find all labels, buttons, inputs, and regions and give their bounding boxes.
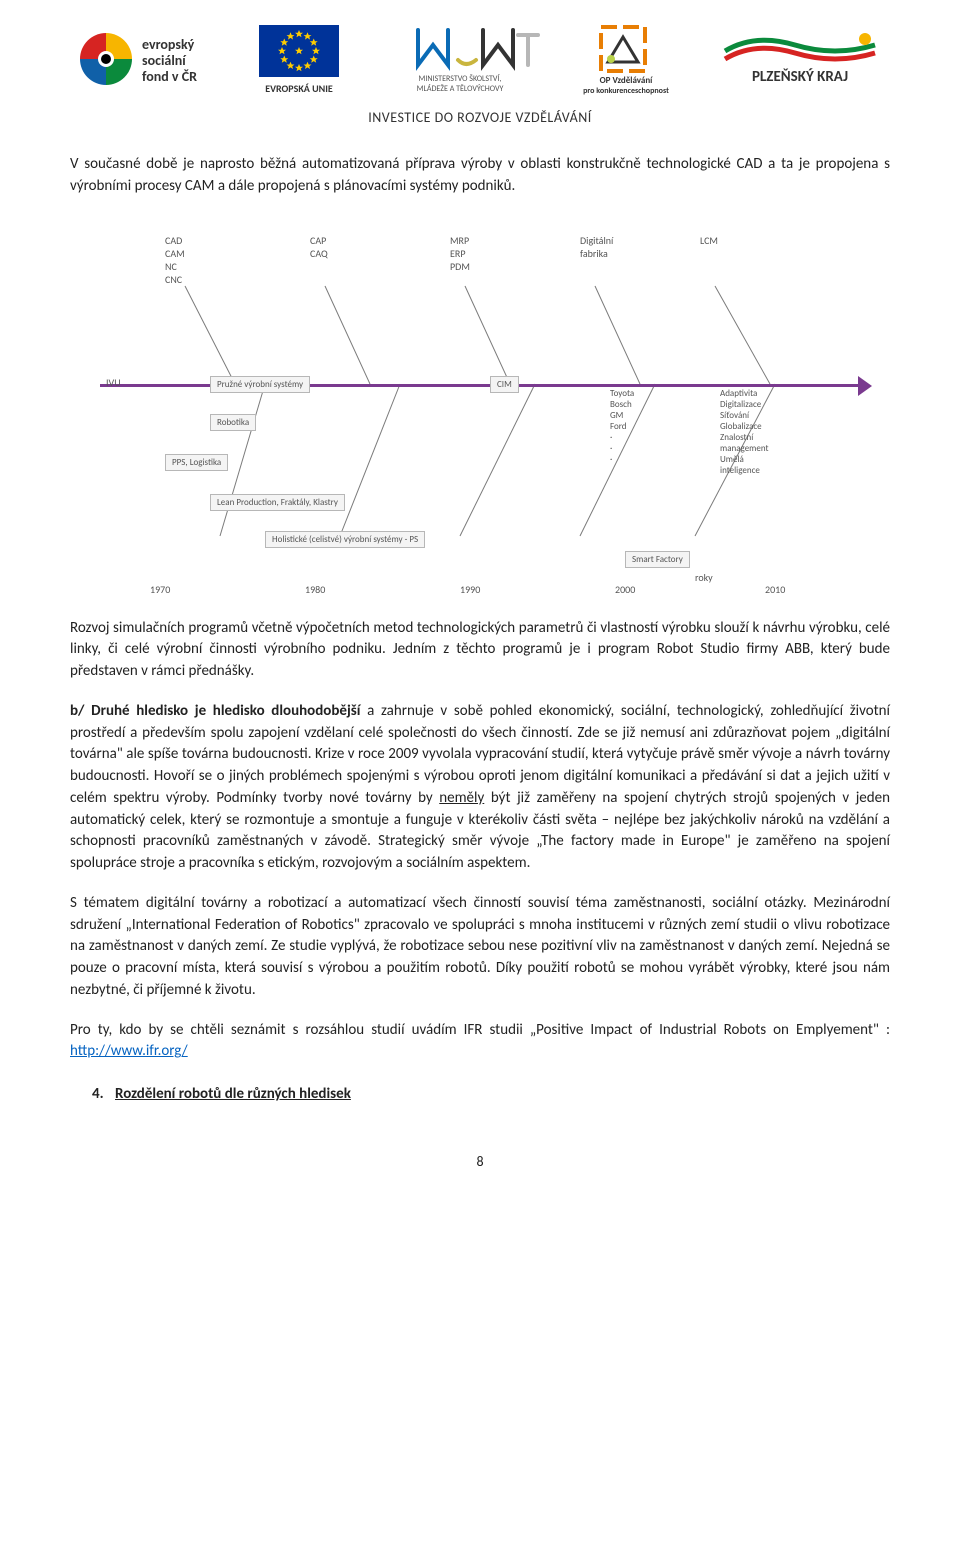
fishbone-bottom-box-3: Holistické (celistvé) výrobní systémy - … [265, 531, 425, 548]
para-1: V současné době je naprosto běžná automa… [70, 154, 890, 198]
plzen-logo: PLZEŇSKÝ KRAJ [710, 25, 890, 97]
fishbone-top-label-3: Digitální fabrika [580, 234, 613, 260]
section-heading: 4. Rozdělení robotů dle různých hledisek [92, 1085, 890, 1103]
fishbone-year-2010: 2010 [765, 583, 785, 596]
timeline-label: roky [695, 571, 713, 584]
opvk-logo: OP Vzdělávání pro konkurenceschopnost [561, 25, 691, 97]
svg-text:PLZEŇSKÝ KRAJ: PLZEŇSKÝ KRAJ [752, 67, 848, 86]
fishbone-top-label-2: MRP ERP PDM [450, 234, 470, 273]
fishbone-bottom-box-1: PPS, Logistika [165, 454, 228, 471]
fishbone-year-1970: 1970 [150, 583, 170, 596]
fishbone-top-label-1: CAP CAQ [310, 234, 328, 260]
svg-text:pro konkurenceschopnost: pro konkurenceschopnost [583, 86, 669, 96]
fishbone-inline-label-0: Toyota Bosch GM Ford · · · [610, 388, 634, 465]
fishbone-inline-label-1: Adaptivita Digitalizace Síťování Globali… [720, 388, 769, 476]
fishbone-bottom-box-2: Lean Production, Fraktály, Klastry [210, 494, 345, 511]
fishbone-bottom-box-4: Smart Factory [625, 551, 690, 568]
para-3-lead: b/ Druhé hledisko je hledisko dlouhodobě… [70, 702, 360, 720]
para-2: Rozvoj simulačních programů včetně výpoč… [70, 618, 890, 683]
fishbone-arrowhead [858, 376, 872, 396]
para-4: S tématem digitální továrny a robotizací… [70, 893, 890, 1002]
section-title: Rozdělení robotů dle různých hledisek [115, 1085, 351, 1103]
fishbone-year-2000: 2000 [615, 583, 635, 596]
fishbone-inline-box-0: Pružné výrobní systémy [210, 376, 310, 393]
fishbone-bottom-box-0: Robotika [210, 414, 256, 431]
msmt-logo: MINISTERSTVO ŠKOLSTVÍ, MLÁDEŽE A TĚLOVÝC… [378, 25, 543, 97]
section-number: 4. [92, 1085, 104, 1103]
svg-text:sociální: sociální [142, 52, 187, 69]
svg-text:fond v ČR: fond v ČR [142, 68, 197, 85]
svg-text:OP Vzdělávání: OP Vzdělávání [600, 75, 654, 86]
para-5: Pro ty, kdo by se chtěli seznámit s rozs… [70, 1020, 890, 1064]
fishbone-top-label-0: CAD CAM NC CNC [165, 234, 185, 286]
para-3-under: neměly [439, 789, 484, 807]
page-number: 8 [70, 1153, 890, 1170]
para-3: b/ Druhé hledisko je hledisko dlouhodobě… [70, 701, 890, 875]
ifr-link[interactable]: http://www.ifr.org/ [70, 1042, 188, 1060]
eu-logo: EVROPSKÁ UNIE [239, 25, 359, 97]
fishbone-diagram: IVU CAD CAM NC CNC CAP CAQ MRP ERP PDM Digi… [90, 216, 870, 596]
fishbone-year-1980: 1980 [305, 583, 325, 596]
logo-strip: evropský sociální fond v ČR [70, 25, 890, 97]
fishbone-year-1990: 1990 [460, 583, 480, 596]
svg-text:MLÁDEŽE A TĚLOVÝCHOVY: MLÁDEŽE A TĚLOVÝCHOVY [416, 84, 503, 94]
fishbone-inline-box-1: CIM [490, 376, 519, 393]
svg-text:EVROPSKÁ UNIE: EVROPSKÁ UNIE [265, 82, 333, 95]
esf-logo: evropský sociální fond v ČR [70, 25, 220, 97]
para-5-a: Pro ty, kdo by se chtěli seznámit s rozs… [70, 1021, 890, 1039]
tagline: INVESTICE DO ROZVOJE VZDĚLÁVÁNÍ [70, 109, 890, 126]
svg-text:MINISTERSTVO ŠKOLSTVÍ,: MINISTERSTVO ŠKOLSTVÍ, [418, 74, 501, 84]
fishbone-top-label-4: LCM [700, 234, 718, 247]
svg-text:evropský: evropský [142, 36, 195, 53]
ivu-label: IVU [106, 376, 121, 389]
page: evropský sociální fond v ČR [0, 0, 960, 1210]
